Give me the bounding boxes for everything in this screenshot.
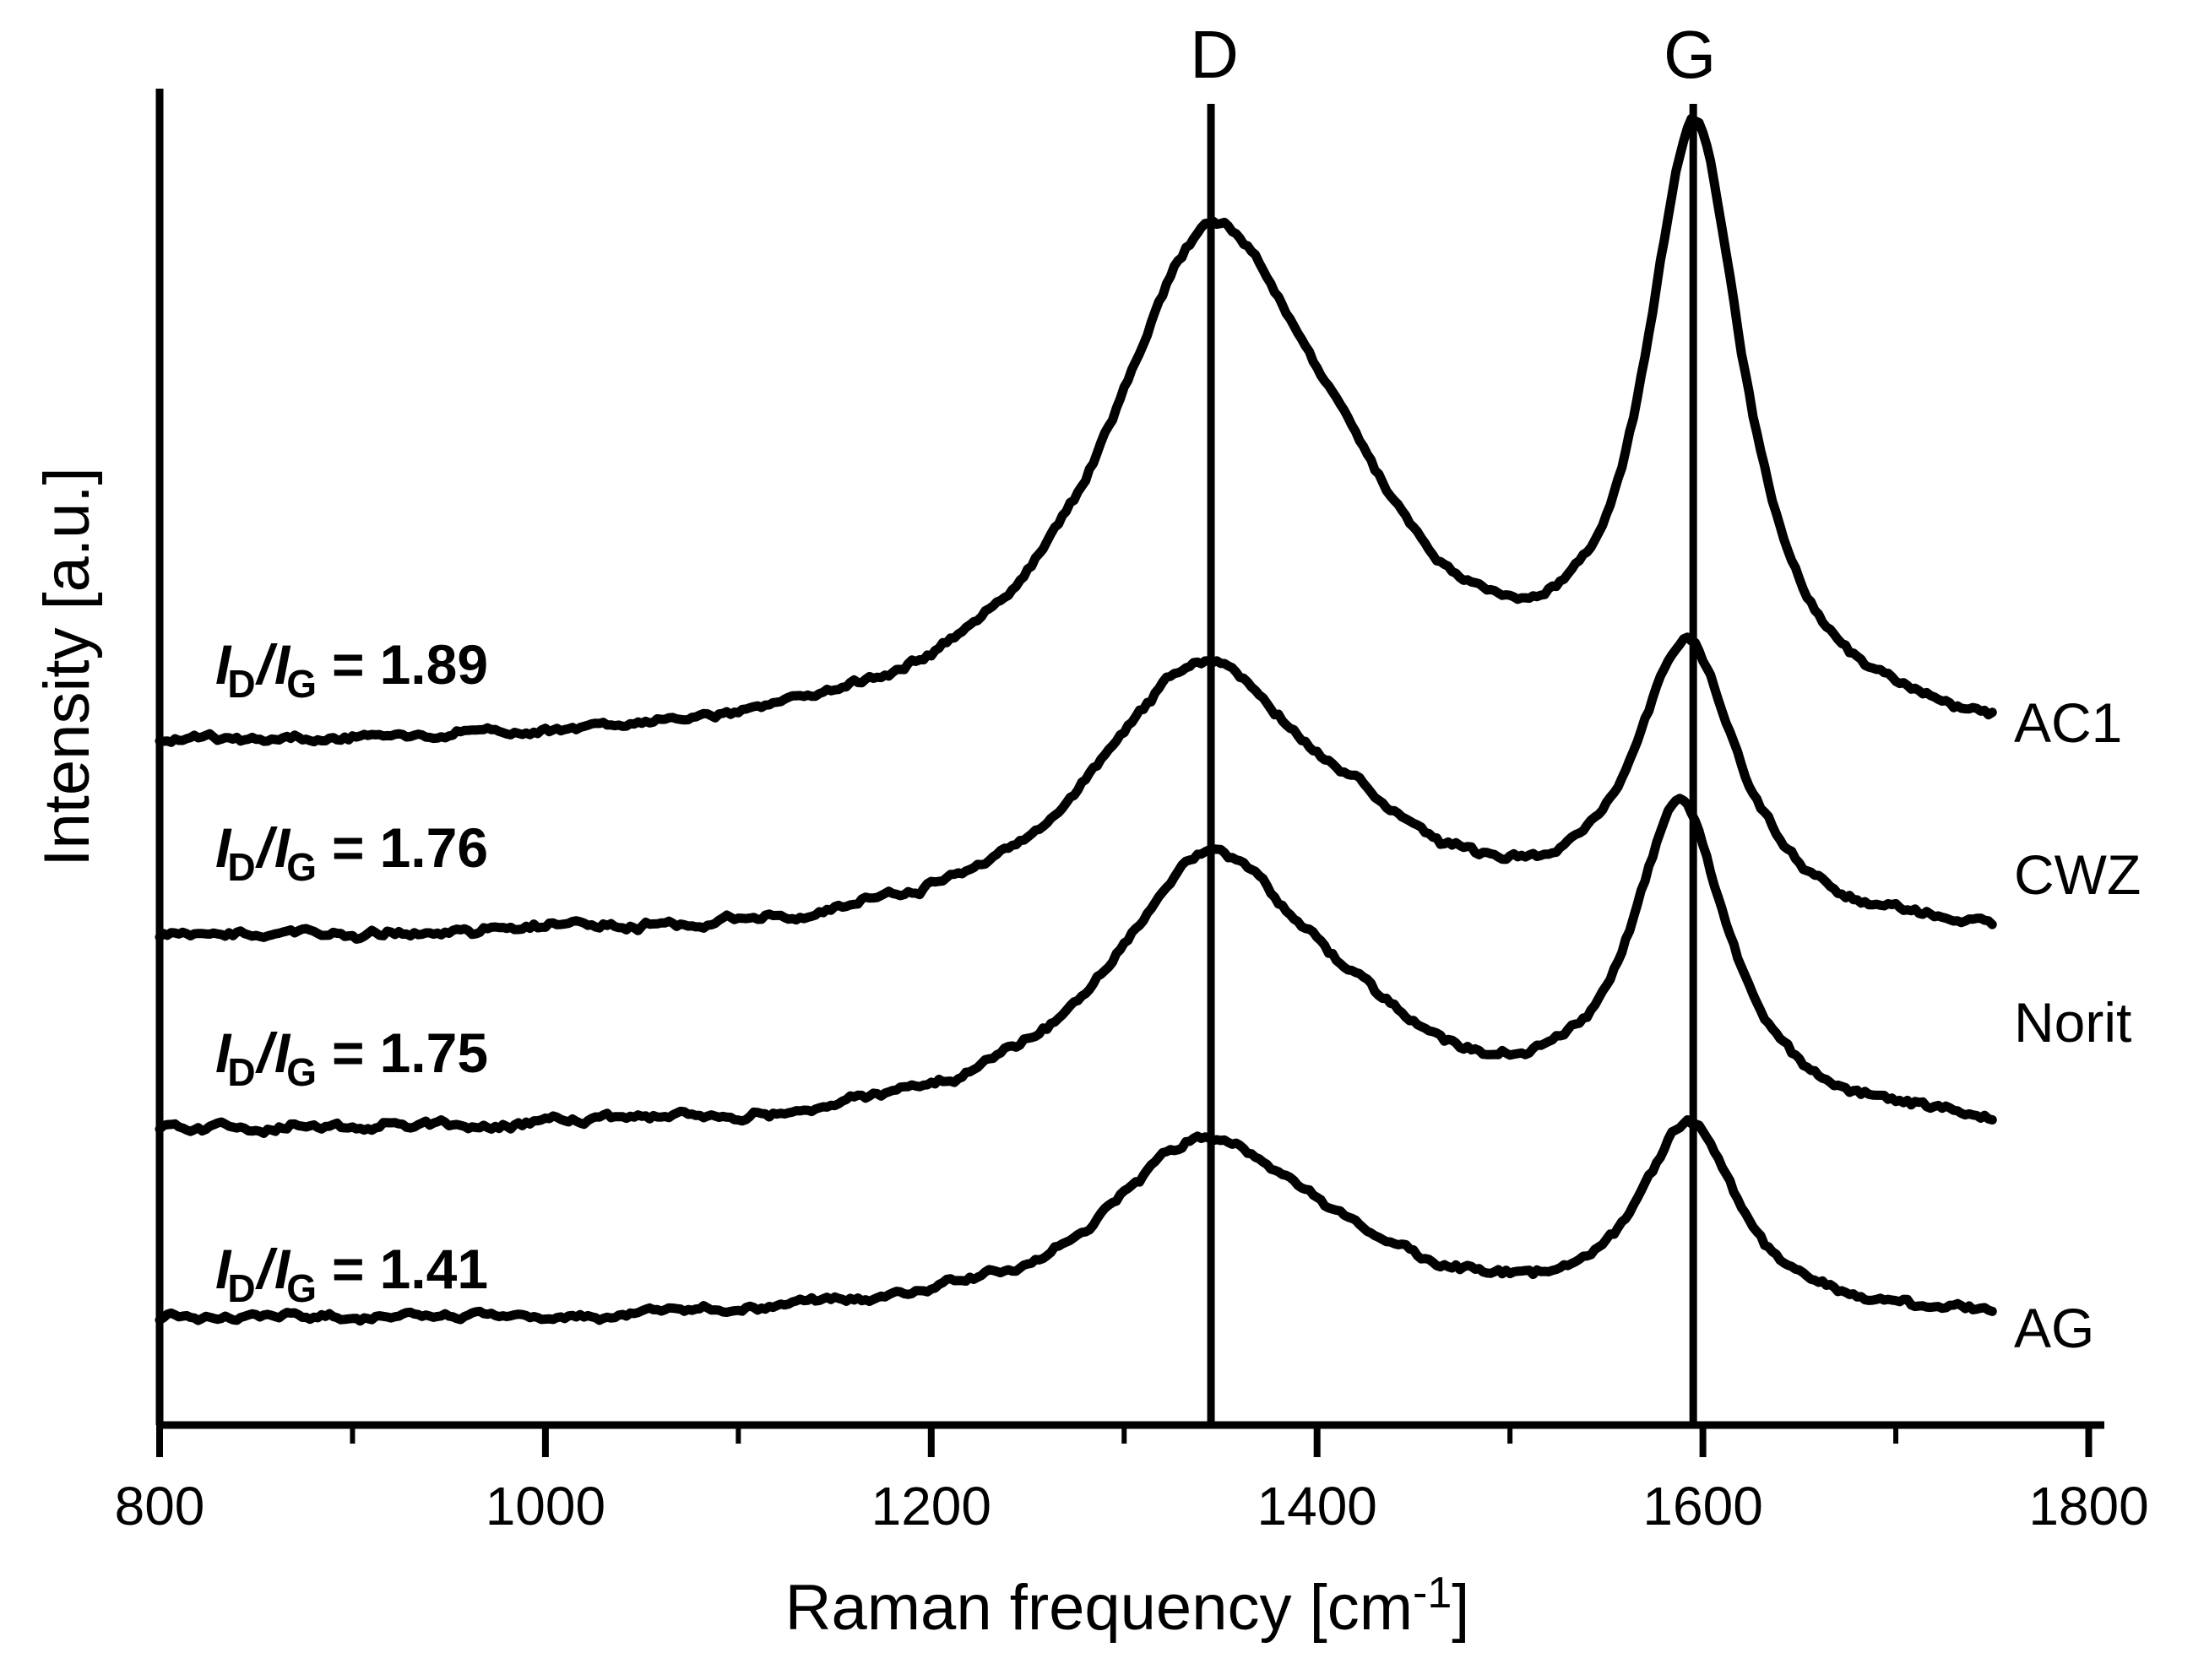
ratio-sub-d: D: [227, 662, 255, 706]
d-band-label: D: [1190, 17, 1239, 92]
ratio-value: 1.41: [380, 1238, 488, 1300]
ratio-i2: I: [274, 816, 291, 879]
ratio-sub-g: G: [286, 845, 317, 889]
ratio-label-ag: ID/IG = 1.41: [215, 1238, 488, 1310]
ratio-i2: I: [274, 1238, 291, 1300]
ratio-value: 1.76: [380, 816, 488, 879]
spectrum-curve-ag: [155, 1115, 1997, 1326]
x-tick-label-1400: 1400: [1257, 1476, 1377, 1536]
ratio-sub-g: G: [286, 1266, 317, 1310]
ratio-i1: I: [215, 1022, 232, 1084]
ratio-value: 1.75: [380, 1022, 488, 1084]
ratio-sub-d: D: [227, 845, 255, 889]
ratio-sub-d: D: [227, 1266, 255, 1310]
x-tick-label-1600: 1600: [1642, 1476, 1762, 1536]
series-label-cwz: CWZ: [2014, 843, 2141, 906]
ratio-eq: =: [332, 1022, 365, 1084]
x-axis-title-bracket: ]: [1452, 1572, 1469, 1644]
ratio-sub-g: G: [286, 1050, 317, 1094]
x-tick-label-1000: 1000: [486, 1476, 605, 1536]
ratio-i1: I: [215, 633, 232, 696]
ratio-i1: I: [215, 816, 232, 879]
x-axis-ticks: [156, 1425, 2093, 1457]
series-label-ag: AG: [2014, 1297, 2094, 1359]
x-tick-label-1800: 1800: [2028, 1476, 2148, 1536]
ratio-eq: =: [332, 1238, 365, 1300]
spectrum-curve-norit: [155, 794, 1997, 1138]
ratio-eq: =: [332, 816, 365, 879]
series-label-ac1: AC1: [2014, 691, 2122, 754]
spectrum-curve-cwz: [155, 632, 1997, 944]
ratio-eq: =: [332, 633, 365, 696]
series-label-norit: Norit: [2014, 991, 2131, 1054]
ratio-i2: I: [274, 1022, 291, 1084]
x-tick-label-1200: 1200: [871, 1476, 991, 1536]
ratio-i1: I: [215, 1238, 232, 1300]
ratio-i2: I: [274, 633, 291, 696]
ratio-value: 1.89: [380, 633, 488, 696]
x-tick-label-800: 800: [115, 1476, 205, 1536]
spectrum-curve-ac1: [155, 114, 1997, 747]
ratio-label-cwz: ID/IG = 1.76: [215, 816, 488, 889]
y-axis-title: Intensity [a.u.]: [31, 467, 103, 866]
ratio-label-norit: ID/IG = 1.75: [215, 1022, 488, 1094]
x-axis-tick-labels: 800 1000 1200 1400 1600 1800: [115, 1476, 2149, 1536]
g-band-label: G: [1664, 17, 1716, 92]
ratio-label-ac1: ID/IG = 1.89: [215, 633, 488, 706]
x-axis-title-text: Raman frequency [cm: [785, 1572, 1413, 1644]
x-axis-title: Raman frequency [cm-1]: [785, 1569, 1470, 1644]
ratio-sub-g: G: [286, 662, 317, 706]
ratio-sub-d: D: [227, 1050, 255, 1094]
x-axis-title-superscript: -1: [1413, 1569, 1452, 1618]
